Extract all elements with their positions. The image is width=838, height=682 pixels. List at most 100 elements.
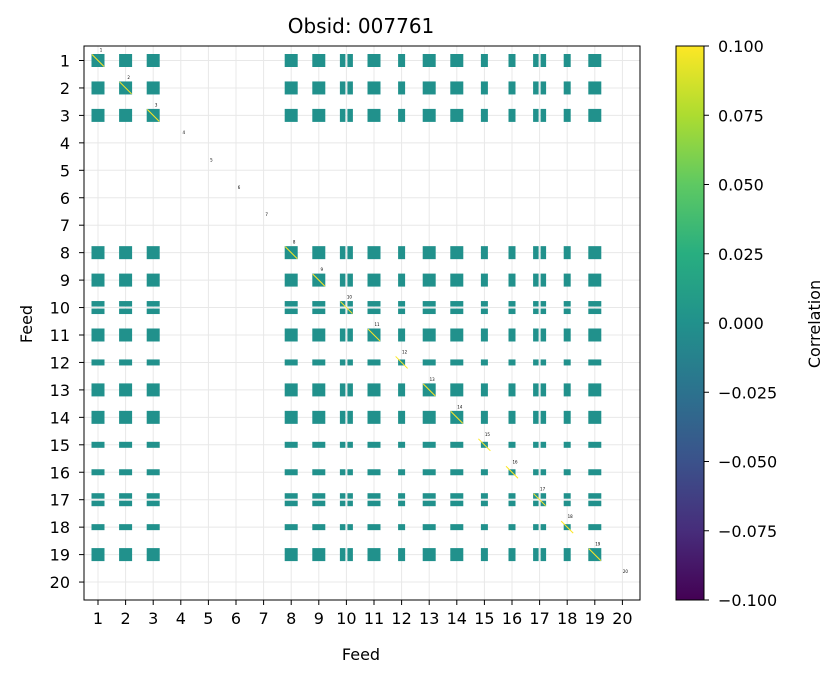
diagonal-label: 10 bbox=[347, 295, 353, 300]
heatmap-cell bbox=[339, 54, 346, 67]
heatmap-cells bbox=[91, 54, 602, 562]
heatmap-cell bbox=[540, 81, 547, 95]
heatmap-cell bbox=[540, 410, 547, 424]
y-tick-label: 14 bbox=[50, 408, 70, 427]
heatmap-cell bbox=[540, 246, 547, 260]
heatmap-cell bbox=[422, 246, 436, 260]
heatmap-cell bbox=[480, 359, 488, 366]
heatmap-cell bbox=[480, 308, 488, 315]
heatmap-cell bbox=[119, 359, 133, 366]
diagonal-label: 9 bbox=[321, 267, 324, 272]
diagonal-label: 19 bbox=[595, 542, 601, 547]
heatmap-cell bbox=[119, 469, 133, 476]
heatmap-cell bbox=[398, 383, 406, 397]
heatmap-cell bbox=[119, 500, 133, 507]
heatmap-cell bbox=[540, 108, 547, 122]
y-tick-label: 16 bbox=[50, 463, 70, 482]
heatmap-cell bbox=[347, 441, 353, 448]
diagonal-label: 1 bbox=[100, 48, 103, 53]
heatmap-cell bbox=[588, 359, 602, 366]
x-tick-label: 1 bbox=[93, 609, 103, 628]
heatmap-cell bbox=[284, 81, 298, 95]
heatmap-cell bbox=[422, 328, 436, 342]
heatmap-cell bbox=[339, 548, 346, 562]
heatmap-cell bbox=[540, 441, 547, 448]
heatmap-cell bbox=[367, 359, 381, 366]
heatmap-cell bbox=[347, 54, 353, 67]
heatmap-cell bbox=[367, 500, 381, 507]
heatmap-cell bbox=[540, 493, 547, 499]
heatmap-cell bbox=[422, 469, 436, 476]
heatmap-cell bbox=[284, 410, 298, 424]
heatmap-cell bbox=[450, 469, 464, 476]
heatmap-cell bbox=[450, 493, 464, 499]
heatmap-cell bbox=[588, 410, 602, 424]
diagonal-line bbox=[340, 301, 353, 314]
heatmap-cell bbox=[540, 308, 547, 315]
colorbar-tick-label: 0.000 bbox=[718, 314, 764, 333]
colorbar-tick-label: 0.025 bbox=[718, 245, 764, 264]
heatmap-cell bbox=[347, 273, 353, 287]
y-tick-label: 19 bbox=[50, 546, 70, 565]
heatmap-cell bbox=[347, 81, 353, 95]
heatmap-cell bbox=[563, 54, 571, 67]
diagonal-line bbox=[146, 109, 160, 122]
x-tick-label: 6 bbox=[231, 609, 241, 628]
heatmap-cell bbox=[91, 308, 105, 315]
heatmap-cell bbox=[284, 308, 298, 315]
heatmap-cell bbox=[119, 548, 133, 562]
heatmap-cell bbox=[563, 493, 571, 499]
y-tick-label: 17 bbox=[50, 491, 70, 510]
x-tick-label: 5 bbox=[203, 609, 213, 628]
diagonal-label: 8 bbox=[293, 240, 296, 245]
diagonal-label: 13 bbox=[430, 377, 436, 382]
diagonal-line bbox=[367, 328, 381, 342]
colorbar-tick-label: −0.075 bbox=[718, 522, 777, 541]
colorbar bbox=[675, 45, 705, 601]
heatmap-cell bbox=[347, 108, 353, 122]
y-tick-label: 4 bbox=[60, 134, 70, 153]
heatmap-cell bbox=[367, 548, 381, 562]
heatmap-cell bbox=[146, 81, 160, 95]
heatmap-cell bbox=[367, 108, 381, 122]
heatmap-cell bbox=[284, 548, 298, 562]
x-tick-label: 13 bbox=[419, 609, 439, 628]
heatmap-cell bbox=[146, 273, 160, 287]
heatmap-cell bbox=[588, 500, 602, 507]
heatmap-cell bbox=[398, 410, 406, 424]
heatmap-cell bbox=[347, 359, 353, 366]
heatmap-cell bbox=[367, 469, 381, 476]
heatmap-cell bbox=[312, 359, 326, 366]
heatmap-cell bbox=[119, 410, 133, 424]
diagonal-label: 17 bbox=[540, 487, 546, 492]
heatmap-cell bbox=[480, 301, 488, 307]
heatmap-cell bbox=[533, 81, 539, 95]
diagonal-label: 7 bbox=[265, 212, 268, 217]
heatmap-cell bbox=[540, 54, 547, 67]
heatmap-cell bbox=[347, 548, 353, 562]
heatmap-cell bbox=[312, 81, 326, 95]
heatmap-cell bbox=[588, 328, 602, 342]
y-tick-label: 7 bbox=[60, 216, 70, 235]
heatmap-cell bbox=[339, 500, 346, 507]
heatmap-cell bbox=[398, 273, 406, 287]
heatmap-cell bbox=[91, 524, 105, 531]
heatmap-cell bbox=[588, 308, 602, 315]
heatmap-cell bbox=[284, 328, 298, 342]
heatmap-cell bbox=[588, 108, 602, 122]
heatmap-cell bbox=[312, 54, 326, 67]
heatmap-cell bbox=[91, 108, 105, 122]
colorbar-tick-label: −0.025 bbox=[718, 383, 777, 402]
heatmap-cell bbox=[119, 273, 133, 287]
heatmap-cell bbox=[563, 410, 571, 424]
heatmap-cell bbox=[312, 469, 326, 476]
heatmap-cell bbox=[563, 246, 571, 260]
heatmap-cell bbox=[398, 301, 406, 307]
heatmap-cell bbox=[588, 246, 602, 260]
heatmap-cell bbox=[533, 328, 539, 342]
heatmap-cell bbox=[450, 301, 464, 307]
diagonal-line bbox=[533, 493, 546, 507]
diagonal-line bbox=[450, 410, 464, 424]
heatmap-cell bbox=[339, 108, 346, 122]
